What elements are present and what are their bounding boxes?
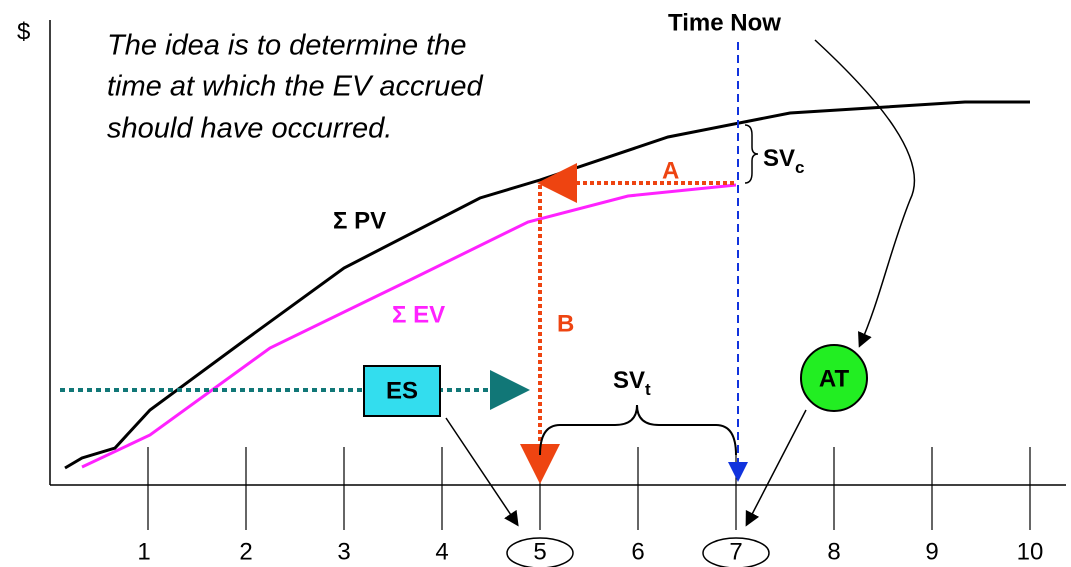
idea-line: should have occurred. (107, 113, 392, 145)
x-tick-label: 1 (137, 538, 150, 565)
arrow-b-label: B (557, 310, 574, 337)
tick-circle (506, 537, 574, 567)
sv-c-label: SVc (763, 145, 804, 177)
x-tick-label: 9 (925, 538, 938, 565)
sv-t-sub: t (645, 380, 651, 399)
tick-circle (702, 537, 770, 567)
x-tick-label: 8 (827, 538, 840, 565)
sv-t-main: SV (613, 367, 645, 394)
x-tick-label: 3 (337, 538, 350, 565)
sv-c-main: SV (763, 145, 795, 172)
idea-text: The idea is to determine the time at whi… (107, 30, 483, 145)
time-now-label: Time Now (668, 9, 781, 36)
idea-line: The idea is to determine the (107, 30, 466, 62)
arrow-a-label: A (662, 157, 679, 184)
time-now-arrow (814, 39, 916, 348)
y-axis-label: $ (17, 18, 30, 45)
x-tick-label: 7 (729, 538, 742, 565)
sv-c-sub: c (795, 158, 804, 177)
es-label: ES (386, 377, 418, 404)
pv-curve (64, 100, 1030, 470)
x-tick-label: 6 (631, 538, 644, 565)
sv-t-brace (539, 404, 737, 456)
at-label: AT (819, 365, 850, 392)
idea-line: time at which the EV accrued (107, 71, 483, 103)
pv-label: Σ PV (333, 207, 386, 234)
es-pointer (445, 417, 519, 527)
x-tick-label: 10 (1017, 538, 1044, 565)
ev-label: Σ EV (392, 301, 445, 328)
ev-curve (81, 183, 737, 469)
at-circle (800, 344, 868, 412)
sv-t-label: SVt (613, 367, 651, 399)
x-tick-label: 4 (435, 538, 448, 565)
x-tick-label: 2 (239, 538, 252, 565)
es-box (363, 365, 441, 417)
at-pointer (745, 409, 807, 527)
x-tick-label: 5 (533, 538, 546, 565)
sv-c-brace (744, 124, 759, 184)
